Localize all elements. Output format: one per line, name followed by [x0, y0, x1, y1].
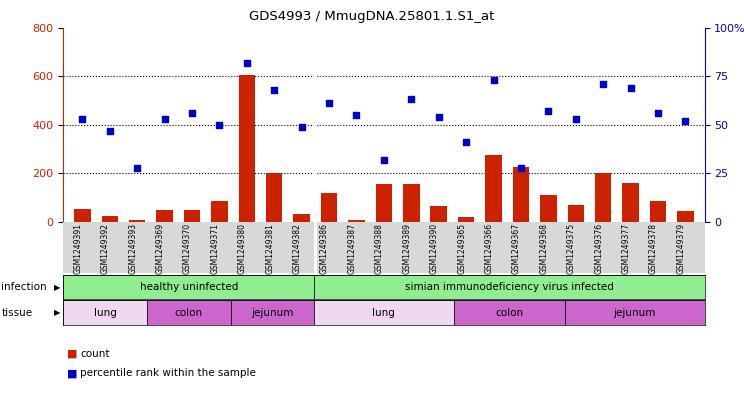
Point [433, 114, 445, 120]
Bar [321, 193, 337, 222]
Text: percentile rank within the sample: percentile rank within the sample [80, 368, 256, 378]
Point [378, 157, 390, 163]
Text: GSM1249388: GSM1249388 [375, 223, 384, 274]
Bar [650, 201, 666, 222]
Bar [348, 220, 365, 222]
Bar [513, 167, 529, 222]
Point [679, 118, 691, 124]
Bar [376, 184, 392, 222]
Text: jejunum: jejunum [614, 308, 656, 318]
Bar [485, 155, 501, 222]
Point [570, 116, 582, 122]
Text: lung: lung [373, 308, 395, 318]
Bar [458, 217, 475, 222]
Text: colon: colon [496, 308, 524, 318]
Bar [147, 300, 231, 325]
Text: count: count [80, 349, 110, 359]
Text: GSM1249376: GSM1249376 [594, 223, 603, 274]
Text: infection: infection [1, 282, 47, 292]
Bar [129, 220, 146, 222]
Bar [314, 300, 454, 325]
Text: GSM1249368: GSM1249368 [539, 223, 548, 274]
Text: GSM1249387: GSM1249387 [347, 223, 356, 274]
Text: GSM1249393: GSM1249393 [128, 223, 137, 274]
Bar [63, 275, 314, 299]
Text: ▶: ▶ [54, 308, 60, 317]
Text: GSM1249390: GSM1249390 [430, 223, 439, 274]
Point [186, 110, 198, 116]
Text: ■: ■ [67, 349, 77, 359]
Bar [63, 300, 147, 325]
Point [405, 96, 417, 103]
Point [77, 116, 89, 122]
Bar [211, 201, 228, 222]
Text: jejunum: jejunum [251, 308, 294, 318]
Point [131, 164, 143, 171]
Point [652, 110, 664, 116]
Text: GSM1249382: GSM1249382 [292, 223, 301, 274]
Text: lung: lung [94, 308, 117, 318]
Text: GSM1249367: GSM1249367 [512, 223, 521, 274]
Point [461, 139, 472, 145]
Text: GSM1249370: GSM1249370 [183, 223, 192, 274]
Bar [102, 216, 118, 222]
Bar [431, 206, 447, 222]
Bar [454, 300, 565, 325]
Text: GSM1249391: GSM1249391 [74, 223, 83, 274]
Text: GSM1249377: GSM1249377 [621, 223, 631, 274]
Text: tissue: tissue [1, 308, 33, 318]
Point [214, 122, 225, 128]
Bar [403, 184, 420, 222]
Bar [156, 210, 173, 222]
Text: healthy uninfected: healthy uninfected [140, 282, 238, 292]
Bar [231, 300, 314, 325]
Text: ■: ■ [67, 368, 77, 378]
Text: GDS4993 / MmugDNA.25801.1.S1_at: GDS4993 / MmugDNA.25801.1.S1_at [249, 10, 495, 23]
Bar [622, 183, 639, 222]
Bar [239, 75, 255, 222]
Point [625, 84, 637, 91]
Bar [595, 173, 612, 222]
Text: GSM1249369: GSM1249369 [155, 223, 164, 274]
Bar [565, 300, 705, 325]
Text: GSM1249380: GSM1249380 [238, 223, 247, 274]
Text: GSM1249386: GSM1249386 [320, 223, 329, 274]
Point [323, 100, 335, 107]
Text: GSM1249375: GSM1249375 [567, 223, 576, 274]
Bar [677, 211, 693, 222]
Text: GSM1249371: GSM1249371 [211, 223, 219, 274]
Text: GSM1249366: GSM1249366 [484, 223, 493, 274]
Text: GSM1249365: GSM1249365 [457, 223, 466, 274]
Bar [184, 210, 200, 222]
Point [269, 86, 280, 93]
Point [487, 77, 499, 83]
Bar [293, 213, 310, 222]
Bar [314, 275, 705, 299]
Bar [568, 205, 584, 222]
Text: GSM1249392: GSM1249392 [101, 223, 110, 274]
Bar [74, 209, 91, 222]
Point [542, 108, 554, 114]
Point [158, 116, 170, 122]
Point [515, 164, 527, 171]
Point [104, 127, 116, 134]
Point [295, 123, 307, 130]
Text: GSM1249378: GSM1249378 [649, 223, 658, 274]
Text: colon: colon [175, 308, 203, 318]
Text: GSM1249379: GSM1249379 [676, 223, 685, 274]
Text: ▶: ▶ [54, 283, 60, 292]
Text: simian immunodeficiency virus infected: simian immunodeficiency virus infected [405, 282, 614, 292]
Text: GSM1249381: GSM1249381 [266, 223, 275, 274]
Text: GSM1249389: GSM1249389 [403, 223, 411, 274]
Point [597, 81, 609, 87]
Point [241, 59, 253, 66]
Bar [540, 195, 557, 222]
Bar [266, 173, 283, 222]
Point [350, 112, 362, 118]
